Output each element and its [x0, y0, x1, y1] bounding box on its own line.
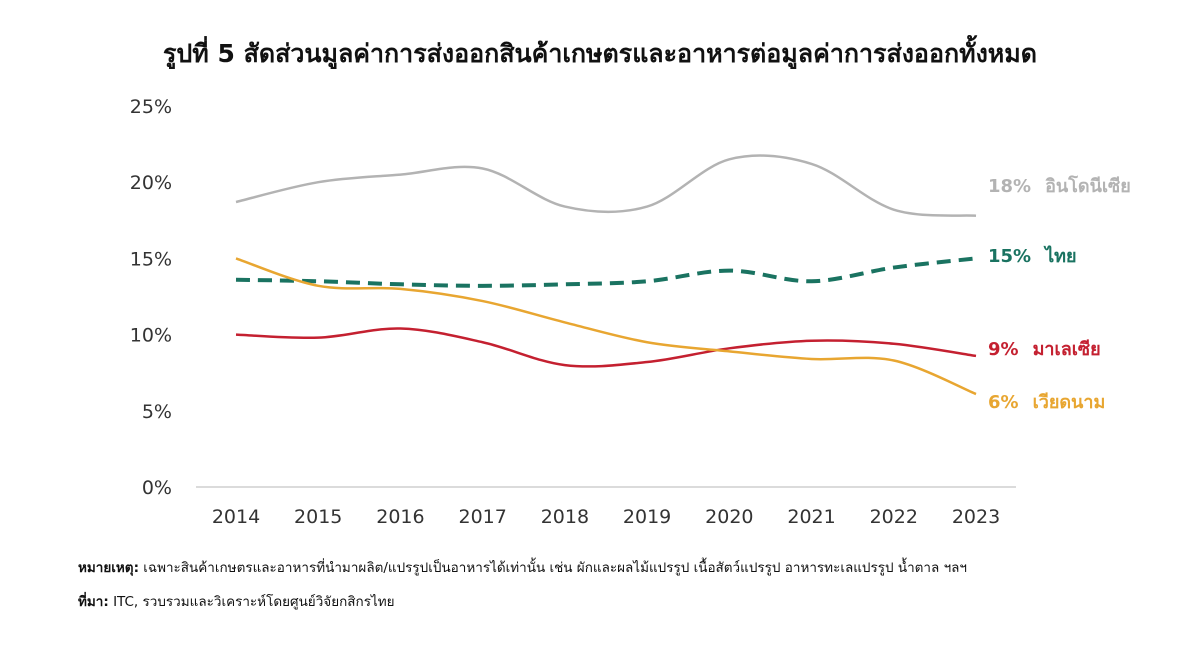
footnote-label: หมายเหตุ:	[78, 560, 139, 576]
chart-title: รูปที่ 5 สัดส่วนมูลค่าการส่งออกสินค้าเกษ…	[163, 39, 1037, 68]
series-line	[235, 256, 977, 288]
footnote-text: เฉพาะสินค้าเกษตรและอาหารที่นำมาผลิต/แปรร…	[138, 560, 968, 576]
x-tick-label: 2021	[787, 506, 835, 528]
y-tick-label: 5%	[142, 401, 172, 423]
x-axis: 2014 2015 2016 2017 2018 2019 2020 2021 2022 2023	[212, 506, 1000, 528]
series-end-value: 9%	[988, 339, 1019, 360]
series-name: อินโดนีเซีย	[1045, 175, 1131, 197]
x-tick-label: 2018	[541, 506, 589, 528]
y-tick-label: 10%	[130, 325, 172, 347]
series-end-label: 15% ไทย	[988, 245, 1077, 267]
y-tick-label: 15%	[130, 248, 172, 270]
series-end-labels: 18% อินโดนีเซีย 15% ไทย 9% มาเลเซีย 6% เวียดนาม	[988, 175, 1131, 413]
x-tick-label: 2019	[623, 506, 671, 528]
series-name: ไทย	[1043, 245, 1076, 267]
footnote: หมายเหตุ: เฉพาะสินค้าเกษตรและอาหารที่นำม…	[78, 556, 967, 578]
x-tick-label: 2022	[870, 506, 918, 528]
x-tick-label: 2020	[705, 506, 753, 528]
series-name: มาเลเซีย	[1033, 339, 1101, 360]
series-line	[235, 327, 977, 368]
series-end-value: 6%	[988, 392, 1019, 413]
series-end-label: 18% อินโดนีเซีย	[988, 175, 1131, 197]
source-text: ITC, รวบรวมและวิเคราะห์โดยศูนย์วิจัยกสิก…	[108, 594, 395, 610]
series-end-value: 15%	[988, 246, 1031, 267]
y-axis: 0% 5% 10% 15% 20% 25%	[130, 96, 172, 499]
series-line	[235, 257, 977, 396]
source-label: ที่มา:	[78, 594, 109, 610]
x-tick-label: 2023	[952, 506, 1000, 528]
source-note: ที่มา: ITC, รวบรวมและวิเคราะห์โดยศูนย์วิ…	[78, 590, 395, 612]
series-end-label: 9% มาเลเซีย	[988, 339, 1101, 360]
series-end-label: 6% เวียดนาม	[988, 392, 1105, 413]
y-tick-label: 0%	[142, 477, 172, 499]
x-tick-label: 2015	[294, 506, 342, 528]
series-end-value: 18%	[988, 176, 1031, 197]
series-name: เวียดนาม	[1033, 392, 1106, 413]
series-line	[235, 154, 977, 217]
x-tick-label: 2017	[458, 506, 506, 528]
x-tick-label: 2014	[212, 506, 260, 528]
series-lines	[235, 154, 977, 396]
y-tick-label: 25%	[130, 96, 172, 118]
y-tick-label: 20%	[130, 172, 172, 194]
x-tick-label: 2016	[376, 506, 424, 528]
